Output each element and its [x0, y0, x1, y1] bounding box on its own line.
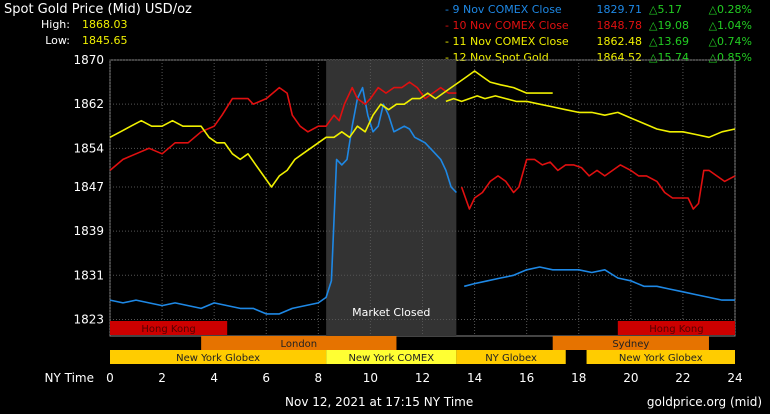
- session-bar: [586, 350, 735, 364]
- market-closed-band: [326, 60, 457, 336]
- series-line-2: [109, 81, 457, 172]
- session-bar: [326, 350, 457, 364]
- legend-percent: △0.28%: [709, 3, 752, 16]
- session-label: London: [280, 339, 317, 350]
- y-tick-label: 1854: [73, 141, 104, 155]
- legend-percent: △0.74%: [709, 35, 752, 48]
- legend-price: 1862.48: [597, 35, 643, 48]
- x-tick-label: 16: [519, 371, 534, 385]
- legend-label: - 12 Nov Spot Gold: [445, 51, 549, 64]
- chart-legend: - 9 Nov COMEX Close 1829.71 △5.17 △0.28% - 1…: [445, 3, 752, 64]
- low-label: Low:: [45, 34, 70, 47]
- session-bar: [201, 336, 397, 350]
- legend-price: 1864.52: [597, 51, 643, 64]
- y-tick-label: 1862: [73, 97, 104, 111]
- legend-change: △5.17: [649, 3, 682, 16]
- source-credit: goldprice.org (mid): [647, 395, 762, 409]
- legend-label: - 11 Nov COMEX Close: [445, 35, 569, 48]
- legend-change: △13.69: [649, 35, 689, 48]
- high-label: High:: [41, 18, 70, 31]
- session-bar: [456, 350, 566, 364]
- legend-label: - 9 Nov COMEX Close: [445, 3, 562, 16]
- legend-change: △19.08: [649, 19, 689, 32]
- session-label: New York Globex: [176, 353, 260, 364]
- legend-percent: △0.85%: [709, 51, 752, 64]
- timestamp: Nov 12, 2021 at 17:15 NY Time: [285, 395, 473, 409]
- x-tick-label: 12: [415, 371, 430, 385]
- legend-percent: △1.04%: [709, 19, 752, 32]
- x-tick-label: 10: [363, 371, 378, 385]
- legend-change: △15.74: [649, 51, 689, 64]
- series-line-2: [460, 158, 736, 210]
- legend-price: 1829.71: [597, 3, 643, 16]
- low-value: 1845.65: [82, 34, 128, 47]
- y-axis: 1823 1831 1839 1847 1854 1862 1870: [73, 53, 104, 326]
- session-label: Hong Kong: [649, 324, 703, 335]
- grid-lines: [109, 59, 736, 336]
- x-tick-label: 2: [158, 371, 166, 385]
- plot-area: Market Closed: [109, 59, 736, 337]
- x-tick-label: 8: [315, 371, 323, 385]
- chart-footer: Nov 12, 2021 at 17:15 NY Time goldprice.…: [285, 395, 762, 409]
- x-tick-label: 24: [727, 371, 742, 385]
- session-bar: [110, 350, 327, 364]
- x-tick-label: 6: [262, 371, 270, 385]
- x-tick-label: 0: [106, 371, 114, 385]
- session-bar: [110, 321, 228, 335]
- series-line-1: [109, 86, 457, 315]
- session-label: Sydney: [612, 339, 649, 350]
- session-bar: [617, 321, 735, 335]
- session-bar: [552, 336, 709, 350]
- y-tick-label: 1823: [73, 312, 104, 326]
- session-label: Hong Kong: [141, 324, 195, 335]
- legend-label: - 10 Nov COMEX Close: [445, 19, 569, 32]
- y-tick-label: 1831: [73, 268, 104, 282]
- y-tick-label: 1870: [73, 53, 104, 67]
- legend-price: 1848.78: [597, 19, 643, 32]
- high-value: 1868.03: [82, 18, 128, 31]
- x-tick-label: 14: [467, 371, 482, 385]
- series-line-1: [463, 266, 735, 301]
- x-tick-label: 18: [571, 371, 586, 385]
- session-label: NY Globex: [485, 353, 537, 364]
- market-closed-label: Market Closed: [352, 306, 430, 319]
- y-tick-label: 1847: [73, 180, 104, 194]
- session-label: New York Globex: [619, 353, 703, 364]
- series-line-3: [109, 70, 553, 188]
- chart-header: Spot Gold Price (Mid) USD/oz High: 1868.…: [4, 2, 192, 47]
- x-axis: 0 2 4 6 8 10 12 14 16 18 20 22 24: [106, 371, 742, 385]
- series-lines: [109, 70, 736, 315]
- x-tick-label: 20: [623, 371, 638, 385]
- x-tick-label: 22: [675, 371, 690, 385]
- y-tick-label: 1839: [73, 224, 104, 238]
- session-label: New York COMEX: [348, 353, 434, 364]
- series-line-4: [445, 95, 736, 139]
- x-axis-title: NY Time: [45, 371, 95, 385]
- x-tick-label: 4: [210, 371, 218, 385]
- chart-title: Spot Gold Price (Mid) USD/oz: [4, 2, 192, 17]
- trading-sessions: Hong Kong Hong Kong London Sydney New York G…: [110, 321, 735, 364]
